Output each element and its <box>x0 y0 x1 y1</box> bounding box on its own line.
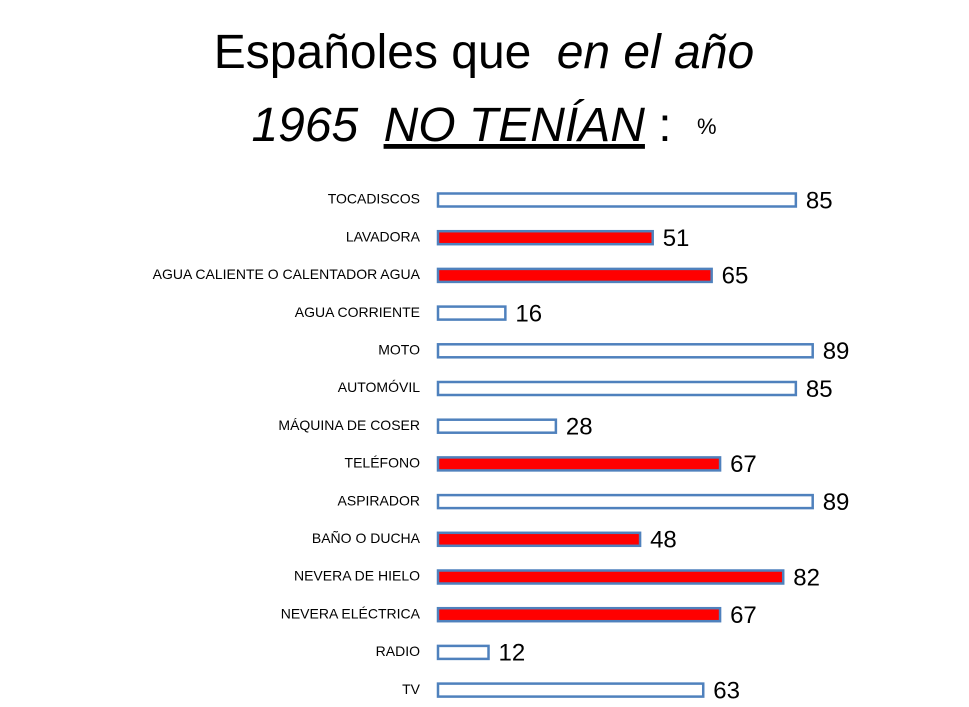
category-label: MÁQUINA DE COSER <box>278 417 420 433</box>
bar <box>436 380 798 397</box>
category-label: RADIO <box>376 643 420 659</box>
title-part: NO TENÍAN <box>384 99 646 152</box>
category-label: BAÑO O DUCHA <box>312 530 421 546</box>
bar <box>436 682 705 698</box>
category-label: MOTO <box>378 342 420 358</box>
title-part: en el año <box>557 26 755 79</box>
chart-title: Españoles que en el año <box>214 26 754 79</box>
value-label: 85 <box>806 376 833 403</box>
bar <box>436 192 798 208</box>
bar <box>436 531 642 548</box>
category-label: NEVERA DE HIELO <box>294 568 420 584</box>
bar <box>436 456 722 472</box>
chart-title: 1965 NO TENÍAN : % <box>251 99 716 152</box>
category-label: ASPIRADOR <box>338 492 420 508</box>
category-label: TOCADISCOS <box>328 191 420 207</box>
title-part: Españoles que <box>214 26 532 79</box>
title-unit: % <box>697 114 717 139</box>
bar <box>436 267 713 284</box>
bar <box>436 569 785 585</box>
bar <box>436 644 490 661</box>
value-label: 16 <box>515 300 542 327</box>
bar <box>436 606 722 623</box>
bar <box>436 229 654 246</box>
value-label: 89 <box>823 338 850 365</box>
value-label: 28 <box>566 414 593 441</box>
bar <box>436 343 814 359</box>
value-label: 63 <box>713 677 740 704</box>
value-label: 67 <box>730 451 757 478</box>
value-label: 67 <box>730 602 757 629</box>
value-label: 89 <box>823 489 850 516</box>
value-label: 85 <box>806 187 833 214</box>
category-label: TV <box>402 681 421 697</box>
category-label: LAVADORA <box>346 228 421 244</box>
value-label: 65 <box>722 263 749 290</box>
value-label: 12 <box>499 640 526 667</box>
category-label: AGUA CALIENTE O CALENTADOR AGUA <box>153 266 421 282</box>
category-label: TELÉFONO <box>345 455 421 471</box>
category-label: NEVERA ELÉCTRICA <box>281 605 421 621</box>
title-part: : <box>658 99 671 152</box>
title-part: 1965 <box>251 99 358 152</box>
bar <box>436 305 507 321</box>
category-label: AUTOMÓVIL <box>338 379 420 395</box>
bar <box>436 493 814 510</box>
value-label: 82 <box>793 564 820 591</box>
category-label: AGUA CORRIENTE <box>295 304 420 320</box>
bar <box>436 418 558 434</box>
value-label: 48 <box>650 527 677 554</box>
value-label: 51 <box>663 225 690 252</box>
